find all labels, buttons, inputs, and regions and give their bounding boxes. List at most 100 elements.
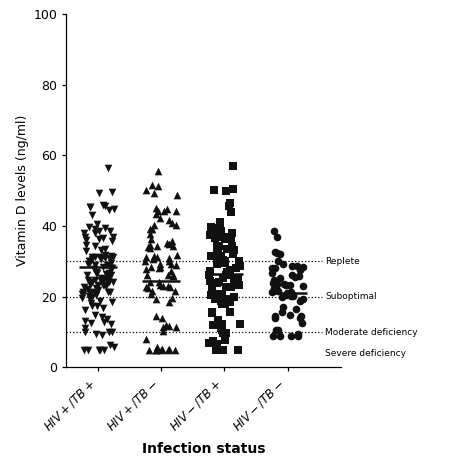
Point <box>207 223 215 230</box>
Point <box>142 187 150 194</box>
Point <box>222 283 230 291</box>
Point <box>84 260 91 268</box>
Point <box>218 227 225 235</box>
Point <box>207 252 215 260</box>
Point <box>207 292 215 299</box>
Point <box>101 202 109 210</box>
Point <box>147 235 155 243</box>
Point <box>218 326 226 333</box>
Point <box>106 273 113 281</box>
Point <box>91 242 99 250</box>
Point <box>86 203 93 211</box>
Point <box>222 329 229 336</box>
Point <box>214 243 221 250</box>
Point <box>274 257 282 264</box>
Point <box>216 225 223 233</box>
Point <box>270 276 278 284</box>
Point <box>79 288 87 296</box>
Point <box>169 272 177 280</box>
Point <box>274 327 282 334</box>
Point <box>205 271 213 279</box>
Point <box>158 345 166 353</box>
Text: Suboptimal: Suboptimal <box>326 292 377 301</box>
Point <box>159 324 166 331</box>
Point <box>106 227 114 235</box>
Point <box>296 314 304 322</box>
Point <box>152 346 159 353</box>
Point <box>102 275 109 283</box>
Point <box>227 308 234 316</box>
Y-axis label: Vitamin D levels (ng/ml): Vitamin D levels (ng/ml) <box>16 115 29 267</box>
Point <box>268 265 276 272</box>
Point <box>86 203 94 211</box>
Point <box>209 309 216 317</box>
Point <box>270 279 277 286</box>
Point <box>154 208 162 215</box>
Point <box>215 278 223 286</box>
Point <box>106 256 114 263</box>
Point <box>146 241 154 249</box>
Point <box>145 284 152 292</box>
Point <box>227 233 234 241</box>
Point <box>107 288 114 295</box>
Point <box>165 216 173 224</box>
Point <box>171 346 179 353</box>
Point <box>82 234 89 241</box>
Point <box>105 328 113 336</box>
Point <box>271 314 279 322</box>
Point <box>288 272 296 279</box>
Point <box>272 283 280 291</box>
Point <box>154 183 162 190</box>
Point <box>146 346 153 353</box>
Point <box>226 295 234 302</box>
Point <box>143 336 150 343</box>
Point <box>299 295 307 302</box>
Point <box>93 302 101 310</box>
Point <box>88 294 95 301</box>
Point <box>143 283 150 291</box>
Point <box>99 313 106 321</box>
Text: Replete: Replete <box>326 257 360 266</box>
Point <box>86 296 94 303</box>
Point <box>226 200 234 207</box>
Point <box>103 315 111 323</box>
Point <box>100 264 107 271</box>
Point <box>94 281 102 288</box>
Text: Severe deficiency: Severe deficiency <box>326 349 407 358</box>
Point <box>109 278 117 285</box>
Point <box>85 257 93 265</box>
Point <box>292 305 300 313</box>
Point <box>109 237 116 244</box>
Point <box>230 293 237 301</box>
Point <box>168 237 176 245</box>
Point <box>83 271 91 279</box>
Point <box>213 341 220 348</box>
Point <box>106 341 113 349</box>
Point <box>92 270 100 277</box>
Point <box>273 281 281 288</box>
Point <box>296 266 304 274</box>
Point <box>102 282 109 290</box>
Point <box>224 233 232 240</box>
Point <box>269 332 276 339</box>
Point <box>287 332 295 339</box>
Point <box>168 268 175 275</box>
Point <box>142 253 150 260</box>
Point <box>158 315 166 322</box>
Point <box>232 264 239 272</box>
Point <box>213 260 221 268</box>
Point <box>172 207 180 214</box>
Point <box>150 252 157 260</box>
Point <box>102 270 109 277</box>
Point <box>150 221 157 228</box>
Point <box>217 325 224 332</box>
Point <box>230 185 237 193</box>
Point <box>153 242 161 250</box>
Point <box>107 320 115 327</box>
Point <box>273 249 281 257</box>
Point <box>173 252 181 259</box>
Point <box>236 258 243 265</box>
Point <box>82 325 89 332</box>
Point <box>226 270 234 278</box>
Point <box>217 298 225 305</box>
